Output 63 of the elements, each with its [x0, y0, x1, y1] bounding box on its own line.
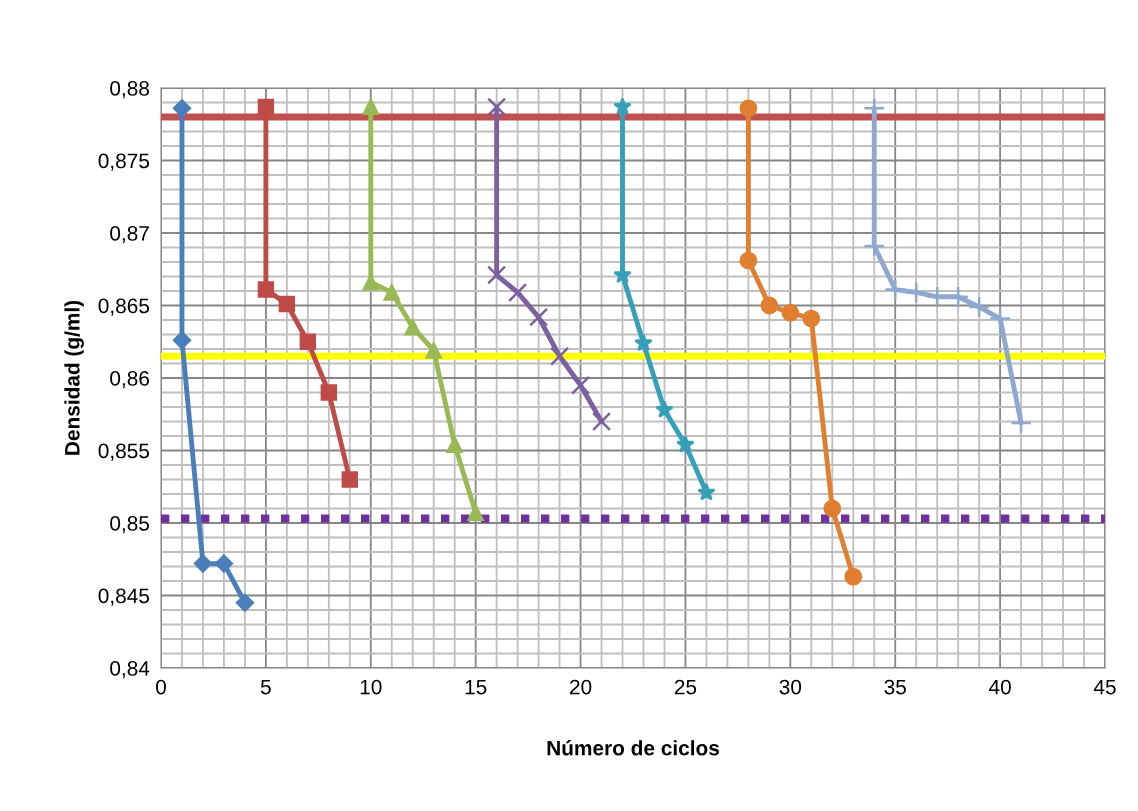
point — [905, 281, 928, 304]
x-tick-label: 10 — [360, 679, 382, 695]
point — [884, 278, 907, 301]
point — [299, 333, 317, 350]
x-tick-label: 20 — [570, 679, 592, 695]
y-tick-label: 0,87 — [110, 226, 149, 244]
point — [341, 471, 358, 488]
point — [193, 554, 213, 573]
point — [781, 303, 800, 322]
x-tick-label: 15 — [465, 679, 487, 695]
point — [404, 319, 421, 336]
point — [257, 98, 275, 116]
point — [823, 499, 842, 518]
point — [676, 435, 695, 453]
point — [570, 375, 591, 395]
point — [320, 384, 338, 401]
y-tick-label: 0,88 — [110, 81, 149, 99]
point — [655, 400, 674, 418]
y-tick-label: 0,84 — [110, 661, 150, 679]
point — [968, 295, 991, 318]
point — [549, 346, 570, 366]
point — [613, 97, 632, 115]
point — [278, 295, 296, 313]
point — [362, 98, 379, 116]
y-tick-label: 0,86 — [110, 371, 149, 389]
point — [989, 307, 1012, 330]
point — [235, 593, 255, 612]
point — [634, 333, 653, 352]
x-tick-label: 30 — [779, 679, 802, 695]
y-axis-title: Densidad (g/ml) — [64, 300, 84, 455]
point — [697, 482, 716, 501]
point — [362, 274, 379, 291]
point — [529, 307, 549, 327]
point — [446, 436, 463, 453]
point — [425, 342, 442, 359]
point — [487, 97, 507, 117]
x-axis-title: Número de ciclos — [547, 740, 719, 756]
point — [844, 567, 863, 586]
y-tick-label: 0,845 — [98, 588, 150, 606]
point — [467, 504, 484, 522]
point — [760, 296, 779, 315]
point — [591, 411, 612, 432]
y-tick-label: 0,875 — [98, 153, 150, 171]
point — [172, 331, 192, 350]
point — [739, 99, 758, 118]
x-tick-label: 40 — [989, 679, 1011, 695]
x-tick-label: 25 — [674, 679, 697, 695]
point — [487, 265, 507, 285]
point — [214, 554, 234, 573]
y-tick-label: 0,865 — [98, 298, 150, 316]
y-tick-label: 0,855 — [98, 443, 150, 461]
y-tick-label: 0,85 — [110, 516, 150, 534]
point — [172, 99, 192, 118]
x-tick-label: 5 — [260, 679, 271, 695]
point — [1010, 411, 1033, 434]
x-tick-label: 35 — [884, 679, 906, 695]
x-tick-label: 0 — [156, 679, 166, 695]
point — [383, 284, 400, 301]
x-tick-label: 45 — [1093, 679, 1116, 695]
point — [257, 281, 275, 298]
point — [802, 309, 821, 328]
point — [508, 282, 528, 303]
point — [739, 251, 758, 270]
